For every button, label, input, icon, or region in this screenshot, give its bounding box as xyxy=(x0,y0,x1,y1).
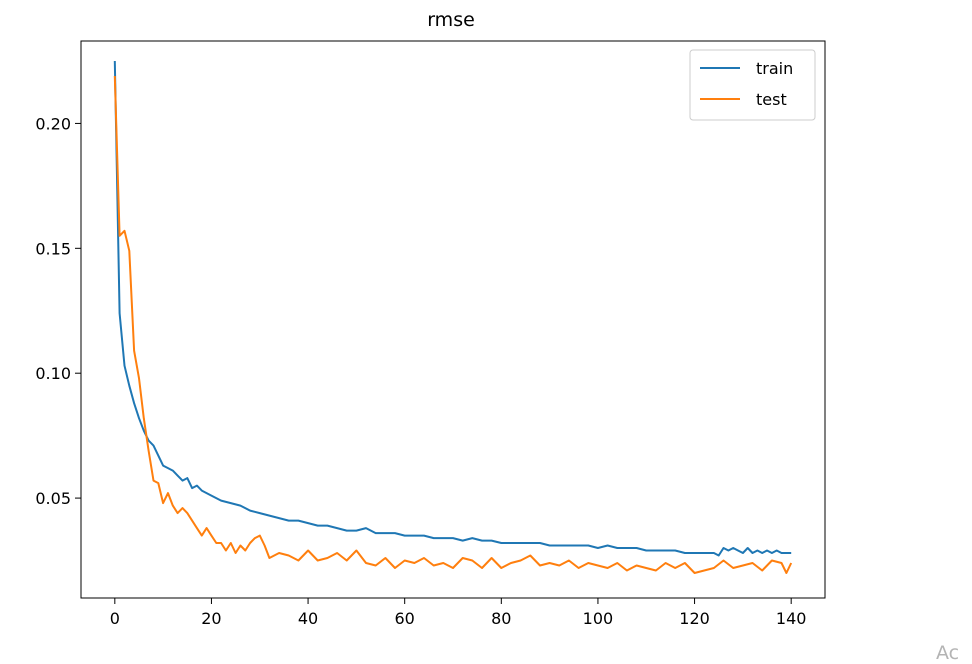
x-tick-label: 120 xyxy=(679,609,710,628)
x-tick-label: 100 xyxy=(583,609,614,628)
x-tick-label: 20 xyxy=(201,609,221,628)
legend-test-label: test xyxy=(756,90,787,109)
legend: train test xyxy=(689,49,816,121)
y-tick-label: 0.15 xyxy=(35,239,71,258)
watermark-text: Ac xyxy=(936,642,960,664)
x-tick-label: 0 xyxy=(110,609,120,628)
series-line-train xyxy=(113,60,792,557)
x-tick-label: 60 xyxy=(395,609,415,628)
y-tick-label: 0.10 xyxy=(35,364,71,383)
legend-train-label: train xyxy=(756,59,793,78)
chart-title: rmse xyxy=(427,9,475,31)
y-tick-label: 0.05 xyxy=(35,489,71,508)
series-line-test xyxy=(113,75,793,574)
y-tick-label: 0.20 xyxy=(35,114,71,133)
x-tick-label: 40 xyxy=(298,609,318,628)
plot-frame xyxy=(80,40,826,599)
series-layer xyxy=(113,60,793,574)
legend-box xyxy=(689,49,816,121)
x-tick-label: 80 xyxy=(491,609,511,628)
x-axis: 0 20 40 60 80 100 120 140 xyxy=(110,598,807,628)
x-tick-label: 140 xyxy=(776,609,807,628)
y-axis: 0.05 0.10 0.15 0.20 xyxy=(35,114,81,508)
